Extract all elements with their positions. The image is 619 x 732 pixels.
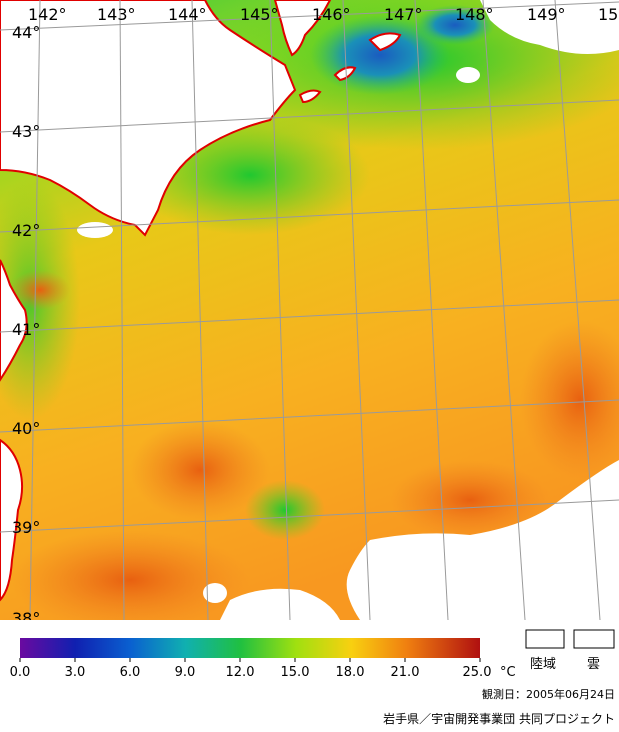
legend-tick: 18.0 xyxy=(336,665,365,680)
kuril-island-2 xyxy=(333,66,357,82)
cloud-spot-2 xyxy=(77,222,113,238)
legend-tick: 15.0 xyxy=(281,665,310,680)
legend-tick: 3.0 xyxy=(65,665,86,680)
legend-tick: 25.0 xyxy=(463,665,492,680)
warm-patch-5 xyxy=(10,270,70,310)
color-scale-bar xyxy=(20,638,480,658)
honshu-coast-south xyxy=(0,438,24,602)
lon-label: 142° xyxy=(28,5,67,24)
legend-tick: 6.0 xyxy=(120,665,141,680)
honshu-land xyxy=(0,259,28,382)
warm-patch-4 xyxy=(10,530,250,620)
lat-label: 40° xyxy=(12,419,40,438)
lon-label: 144° xyxy=(168,5,207,24)
cloud-label: 雲 xyxy=(587,657,600,672)
sea-surface-temperature-map: 142° 143° 144° 145° 146° 147° 148° 149° … xyxy=(0,0,619,620)
cold-water-spot-2 xyxy=(415,5,495,45)
cloud-swatch xyxy=(573,629,615,649)
lon-label: 149° xyxy=(527,5,566,24)
temperature-legend: 0.0 3.0 6.0 9.0 12.0 15.0 18.0 21.0 25.0… xyxy=(10,629,615,726)
kuril-island-3 xyxy=(298,89,322,104)
warm-patch-1 xyxy=(130,420,270,520)
cloud-spot-1 xyxy=(203,583,227,603)
lon-label: 146° xyxy=(312,5,351,24)
observation-date: 観測日：2005年06月24日 xyxy=(482,687,615,701)
warm-patch-2 xyxy=(390,460,550,540)
legend-unit: °C xyxy=(500,665,516,680)
land-label: 陸域 xyxy=(530,656,556,672)
lat-label: 44° xyxy=(12,23,40,42)
lat-label: 42° xyxy=(12,221,40,240)
lon-label: 15 xyxy=(598,5,618,24)
cloud-ne xyxy=(480,0,619,54)
cloud-spot-3 xyxy=(456,67,480,83)
lat-label: 39° xyxy=(12,518,40,537)
lon-label: 145° xyxy=(240,5,279,24)
cloud-se xyxy=(346,460,619,620)
lat-label: 43° xyxy=(12,122,40,141)
land-swatch xyxy=(525,629,565,649)
lat-label: 41° xyxy=(12,320,40,339)
legend-tick: 9.0 xyxy=(175,665,196,680)
lon-label: 143° xyxy=(97,5,136,24)
credit-text: 岩手県／宇宙開発事業団 共同プロジェクト xyxy=(383,711,615,726)
legend-tick: 21.0 xyxy=(391,665,420,680)
cloud-s xyxy=(220,588,340,620)
legend-tick: 12.0 xyxy=(226,665,255,680)
warm-patch-3 xyxy=(520,320,619,480)
green-patch-sw xyxy=(245,480,325,540)
lon-label: 148° xyxy=(455,5,494,24)
kuril-island-1 xyxy=(368,32,402,52)
legend-tick: 0.0 xyxy=(10,665,31,680)
graticule xyxy=(0,0,619,620)
hokkaido-land xyxy=(0,0,297,237)
map-footer: 0.0 3.0 6.0 9.0 12.0 15.0 18.0 21.0 25.0… xyxy=(0,620,619,728)
lat-label: 38° xyxy=(12,609,40,620)
lon-label: 147° xyxy=(384,5,423,24)
